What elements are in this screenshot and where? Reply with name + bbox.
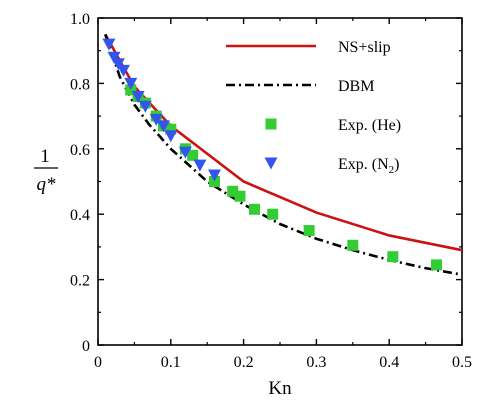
data-point <box>227 185 239 197</box>
data-point <box>187 149 199 161</box>
x-tick-label: 0.1 <box>161 354 181 371</box>
data-point <box>178 146 192 159</box>
legend-item: Exp. (He) <box>265 117 401 134</box>
x-tick-label: 0.5 <box>452 354 472 371</box>
series-3 <box>102 38 221 182</box>
data-point <box>102 38 116 51</box>
y-tick-label: 0.8 <box>70 76 90 93</box>
data-point <box>124 77 138 90</box>
x-axis-title: Kn <box>268 378 292 399</box>
data-point <box>164 130 178 143</box>
legend-label: NS+slip <box>338 39 391 56</box>
data-point <box>303 225 315 237</box>
data-point <box>193 159 207 172</box>
data-point <box>125 84 137 96</box>
axis-ticks: 0 0.1 0.2 0.3 0.4 0.5 0 0.2 0.4 0.6 0.8 1.0 <box>70 11 472 371</box>
y-tick-label: 0.6 <box>70 142 90 159</box>
data-point <box>347 239 359 251</box>
data-point <box>387 251 399 263</box>
series-line <box>104 33 463 252</box>
y-axis-title: 1 q* <box>34 146 58 195</box>
data-point <box>208 176 220 187</box>
plot-frame <box>97 17 463 346</box>
data-point <box>116 64 130 77</box>
legend-marker-sample <box>264 157 278 170</box>
x-tick-label: 0 <box>94 354 102 371</box>
data-point <box>149 113 163 126</box>
data-point <box>111 58 125 71</box>
x-tick-label: 0.4 <box>379 354 399 371</box>
legend-label: DBM <box>338 78 374 95</box>
legend-label: Exp. (He) <box>338 117 401 134</box>
legend-item: Exp. (N2) <box>264 156 399 176</box>
y-tick-label: 0.4 <box>70 207 90 224</box>
legend-marker-sample <box>265 118 277 130</box>
series-0 <box>104 33 463 252</box>
legend-item: DBM <box>226 78 374 95</box>
y-axis-title-numerator: 1 <box>40 146 50 167</box>
data-point <box>431 259 443 271</box>
x-tick-label: 0.3 <box>306 354 326 371</box>
y-tick-label: 0 <box>82 338 90 355</box>
legend-item: NS+slip <box>226 39 391 56</box>
legend-label: Exp. (N2) <box>338 156 399 176</box>
legend: NS+slip DBM Exp. (He) Exp. (N2) <box>226 39 401 176</box>
series-2 <box>125 84 443 271</box>
data-point <box>157 120 171 133</box>
y-tick-label: 1.0 <box>70 11 90 28</box>
x-tick-label: 0.2 <box>234 354 254 371</box>
data-point <box>107 51 121 64</box>
data-point <box>165 123 177 135</box>
y-axis-title-denominator: q* <box>37 174 57 195</box>
data-point <box>138 100 152 113</box>
data-point <box>249 203 261 215</box>
y-tick-label: 0.2 <box>70 273 90 290</box>
data-point <box>234 190 246 202</box>
data-point <box>131 90 145 103</box>
data-point <box>207 169 221 182</box>
data-point <box>267 208 279 220</box>
series-layer <box>102 33 463 276</box>
